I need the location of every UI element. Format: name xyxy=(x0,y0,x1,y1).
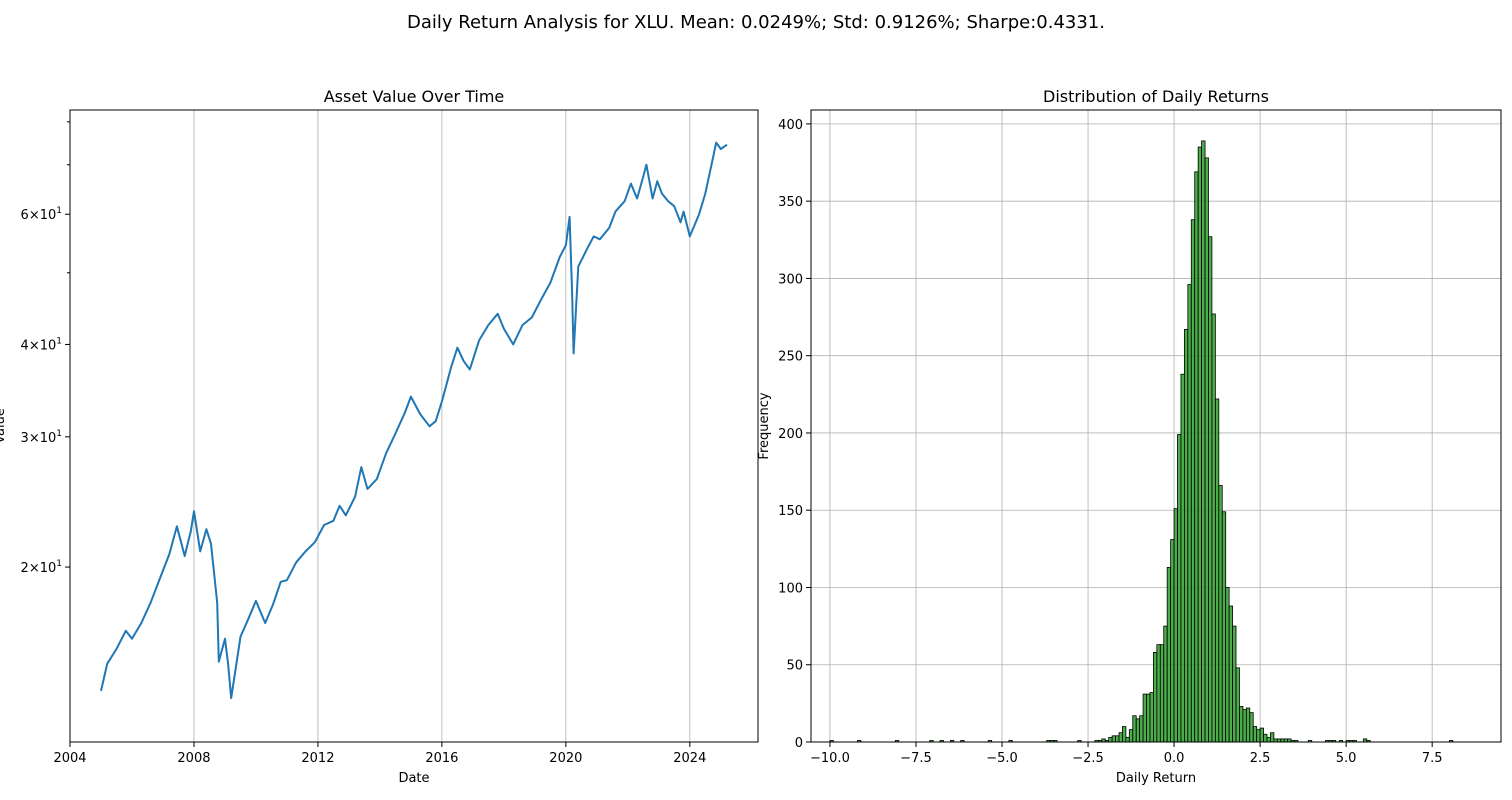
histogram-bar xyxy=(1149,692,1154,743)
y-tick-label: 2×101 xyxy=(21,559,62,576)
histogram-bar xyxy=(1239,706,1244,743)
y-tick-label: 100 xyxy=(778,581,803,596)
line-chart-xlabel: Date xyxy=(398,771,429,786)
x-tick-label: 5.0 xyxy=(1336,751,1357,766)
y-tick-label: 400 xyxy=(778,118,803,133)
histogram-bar xyxy=(1163,625,1168,743)
histogram-bar xyxy=(1235,667,1240,743)
histogram-panel: −10.0 −7.5 −5.0 −2.5 0.0 2.5 5.0 7.5 0 50 100 150 20… xyxy=(757,87,1502,786)
histogram-bar xyxy=(1132,715,1137,743)
y-tick-label: 150 xyxy=(778,504,803,519)
histogram-bar xyxy=(1214,398,1220,743)
histogram-bar xyxy=(1111,735,1116,743)
plot-frame xyxy=(810,109,1502,743)
y-tick-label: 350 xyxy=(778,195,803,210)
histogram-bar xyxy=(1204,157,1209,743)
histogram-bar xyxy=(1270,732,1275,743)
histogram-bar xyxy=(1122,726,1127,743)
histogram-bar xyxy=(1242,709,1247,743)
histogram-bar xyxy=(1259,727,1264,743)
histogram-bar xyxy=(1225,587,1230,743)
histogram-bar xyxy=(1159,644,1165,743)
histogram-bar xyxy=(1166,566,1172,743)
x-tick-label: 2024 xyxy=(673,751,706,766)
histogram-bar xyxy=(1183,329,1189,743)
x-tick-label: 2004 xyxy=(53,751,86,766)
x-tick-label: 7.5 xyxy=(1422,751,1443,766)
histogram-bar xyxy=(1232,625,1237,743)
histogram-bar xyxy=(1263,733,1268,743)
y-tick-label: 250 xyxy=(778,350,803,365)
histogram-bar xyxy=(1170,539,1175,743)
histogram-bar xyxy=(1115,735,1120,743)
histogram-bar xyxy=(1211,313,1216,743)
histogram-bar xyxy=(1197,146,1202,743)
histogram-bar xyxy=(1156,644,1161,743)
y-tick-label: 4×101 xyxy=(21,336,62,353)
y-tick-label: 0 xyxy=(795,736,803,751)
histogram-bar xyxy=(1180,373,1185,743)
x-tick-label: −5.0 xyxy=(986,751,1018,766)
x-tick-label: −10.0 xyxy=(810,751,850,766)
line-chart-panel: 2004 2008 2012 2016 2020 2024 2×101 3×101 4×101 6… xyxy=(0,87,759,786)
histogram-bar xyxy=(1173,508,1178,743)
histogram-bar xyxy=(1125,736,1130,743)
histogram-bar xyxy=(1245,707,1251,743)
histogram-bar xyxy=(1194,171,1199,743)
histogram-bar xyxy=(1218,485,1223,743)
x-tick-label: 0.0 xyxy=(1164,751,1185,766)
histogram-bar xyxy=(1249,712,1254,743)
histogram-bar xyxy=(1252,726,1258,743)
histogram-bar xyxy=(1153,651,1158,743)
histogram-bar xyxy=(1118,732,1123,743)
histogram-bar xyxy=(1266,736,1271,743)
histogram-bar xyxy=(1135,718,1141,743)
y-tick-label: 6×101 xyxy=(21,206,62,223)
x-tick-label: −7.5 xyxy=(900,751,932,766)
figure-suptitle: Daily Return Analysis for XLU. Mean: 0.0… xyxy=(407,12,1105,33)
histogram-bar xyxy=(1221,511,1227,743)
x-tick-label: 2.5 xyxy=(1250,751,1271,766)
histogram-ylabel: Frequency xyxy=(757,392,772,459)
x-tick-label: 2012 xyxy=(301,751,334,766)
histogram-title: Distribution of Daily Returns xyxy=(1043,87,1269,106)
x-tick-label: −2.5 xyxy=(1072,751,1104,766)
histogram-bar xyxy=(1108,736,1113,743)
histogram-bar xyxy=(1228,605,1233,743)
histogram-bar xyxy=(1139,715,1144,743)
histogram-bar xyxy=(1256,729,1261,743)
y-tick-label: 200 xyxy=(778,427,803,442)
value-series-line xyxy=(100,141,728,700)
histogram-bar xyxy=(1190,219,1196,743)
histogram-xlabel: Daily Return xyxy=(1116,771,1196,786)
x-tick-label: 2008 xyxy=(177,751,210,766)
histogram-bar xyxy=(1208,236,1213,743)
line-chart-title: Asset Value Over Time xyxy=(324,87,505,106)
y-tick-label: 50 xyxy=(786,659,803,674)
y-tick-label: 3×101 xyxy=(21,429,62,446)
histogram-bar xyxy=(1177,434,1182,743)
line-chart-ylabel: Value xyxy=(0,408,8,444)
histogram-bar xyxy=(1128,729,1134,743)
histogram-bar xyxy=(1142,693,1147,743)
plot-frame xyxy=(69,109,759,743)
x-tick-label: 2016 xyxy=(425,751,458,766)
x-tick-label: 2020 xyxy=(549,751,582,766)
y-tick-label: 300 xyxy=(778,272,803,287)
histogram-bar xyxy=(1146,693,1151,743)
histogram-bar xyxy=(1187,284,1192,743)
histogram-bar xyxy=(1201,140,1206,743)
